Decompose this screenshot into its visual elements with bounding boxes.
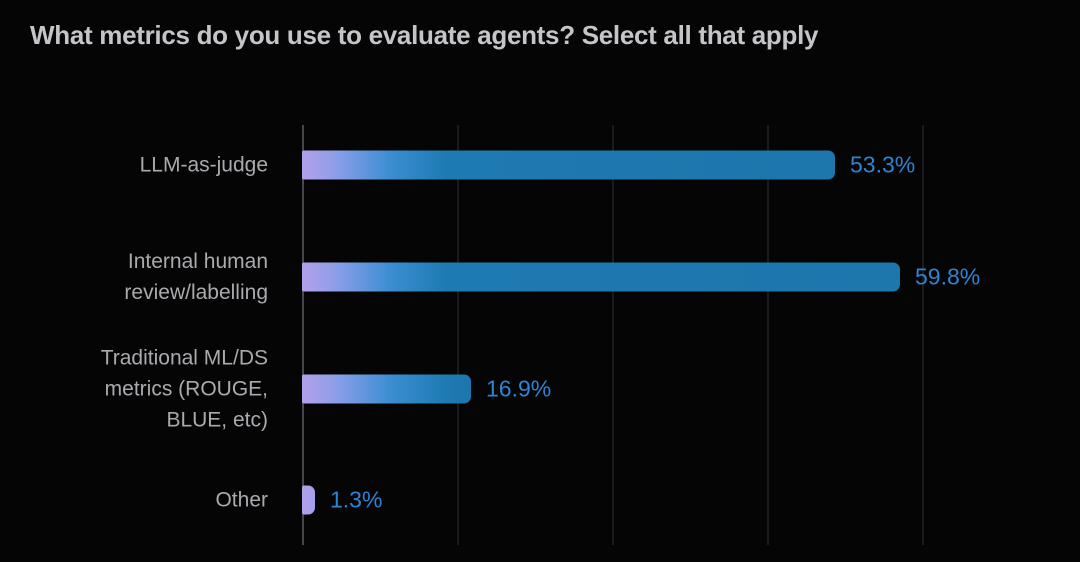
plot-area: LLM-as-judge 53.3% Internal human review/la… [0,125,1080,545]
gridline [612,125,614,545]
category-label: Traditional ML/DS metrics (ROUGE, BLUE, et… [100,346,268,431]
category-label: LLM-as-judge [139,153,268,177]
gridline [767,125,769,545]
value-label: 59.8% [915,263,981,290]
bar-3 [302,374,471,403]
gridline [457,125,459,545]
y-axis-line [302,125,304,545]
bar-1 [302,150,835,180]
value-label: 16.9% [486,375,552,401]
category-label: Other [215,488,268,512]
bar-4 [302,485,315,515]
gridline [922,125,924,545]
bar-2 [302,262,900,292]
category-label: Internal human review/labelling [124,250,268,304]
chart-title: What metrics do you use to evaluate agen… [30,20,819,50]
value-label: 1.3% [330,486,383,513]
value-label: 53.3% [850,151,916,178]
